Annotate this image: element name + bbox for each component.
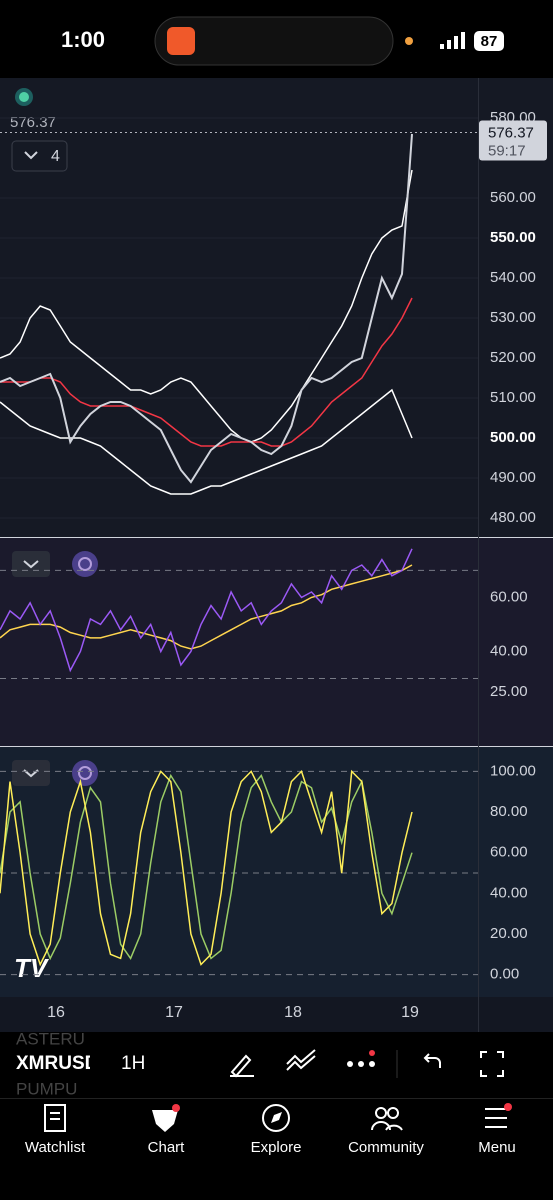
refresh-icon (78, 766, 92, 780)
chevron (23, 769, 39, 778)
series-line (0, 769, 413, 967)
indicator-tool[interactable] (286, 1049, 316, 1071)
y-tick-label: 550.00 (490, 229, 536, 246)
clock: 1:00 (61, 27, 105, 52)
chevron (24, 151, 38, 160)
nav-label[interactable]: Explore (251, 1139, 302, 1156)
price-panel (0, 78, 553, 537)
chevron (23, 560, 39, 569)
time-axis (0, 997, 553, 1032)
y-tick-label: 490.00 (490, 469, 536, 486)
indicator-count: 4 (51, 148, 60, 165)
x-tick-label: 18 (284, 1004, 302, 1021)
watchlist-icon (44, 1104, 66, 1132)
y-tick-label: 20.00 (490, 925, 528, 942)
more[interactable] (347, 1050, 375, 1067)
y-tick-label: 500.00 (490, 429, 536, 446)
y-tick-label: 40.00 (490, 884, 528, 901)
fullscreen[interactable] (480, 1051, 504, 1077)
y-tick-label: 560.00 (490, 189, 536, 206)
y-tick-label: 530.00 (490, 309, 536, 326)
explore-needle (271, 1112, 282, 1123)
community-icon (371, 1107, 403, 1131)
y-tick-label: 510.00 (490, 389, 536, 406)
y-tick-label: 540.00 (490, 269, 536, 286)
nav-label[interactable]: Watchlist (25, 1139, 86, 1156)
refresh-button[interactable] (72, 551, 98, 577)
battery (474, 31, 504, 51)
series-line (0, 133, 413, 484)
y-tick-label: 25.00 (490, 683, 528, 700)
series-line (0, 169, 413, 443)
menu-icon (485, 1108, 507, 1128)
nav-label[interactable]: Chart (148, 1139, 186, 1156)
badge (504, 1103, 512, 1111)
draw-tool[interactable] (230, 1054, 254, 1078)
series-line (0, 297, 413, 447)
ghost-symbol: ASTERU (16, 1029, 85, 1048)
refresh-button[interactable] (72, 760, 98, 786)
app-icon (167, 27, 195, 55)
status-dot (19, 92, 29, 102)
y-tick-label: 40.00 (490, 642, 528, 659)
ghost-symbol: PUMPU (16, 1079, 77, 1098)
price-tag (479, 120, 547, 161)
symbol[interactable]: XMRUSD (16, 1053, 98, 1074)
x-tick-label: 19 (401, 1004, 419, 1021)
y-tick-label: 60.00 (490, 588, 528, 605)
undo[interactable] (423, 1053, 441, 1068)
x-tick-label: 17 (165, 1004, 183, 1021)
y-tick-label: 80.00 (490, 803, 528, 820)
indicator-toggle[interactable] (11, 140, 68, 172)
dot (405, 37, 413, 45)
collapse-button[interactable] (12, 760, 50, 786)
y-tick-label: 480.00 (490, 509, 536, 526)
stoch-panel (0, 747, 553, 997)
nav-label[interactable]: Menu (478, 1139, 516, 1156)
y-tick-label: 520.00 (490, 349, 536, 366)
nav-label[interactable]: Community (348, 1139, 424, 1156)
x-tick-label: 16 (47, 1004, 65, 1021)
series-line (0, 773, 413, 961)
price-tag-value: 576.37 (488, 124, 534, 141)
y-tick-label: 60.00 (490, 844, 528, 861)
explore-icon (262, 1104, 290, 1132)
interval[interactable]: 1H (121, 1053, 145, 1074)
nav-labels: Watchlist Chart Explore Community Menu (25, 1139, 516, 1156)
series-line (0, 548, 413, 673)
chart-icon (152, 1110, 178, 1132)
collapse-button[interactable] (12, 551, 50, 577)
y-tick-label: 100.00 (490, 762, 536, 779)
badge (172, 1104, 180, 1112)
dynamic-island (154, 16, 394, 66)
countdown: 59:17 (488, 142, 526, 159)
fade (90, 1046, 110, 1082)
signal (440, 32, 465, 49)
y-tick-label: 0.00 (490, 966, 519, 983)
refresh-icon (78, 557, 92, 571)
last-price: 576.37 (10, 114, 56, 131)
battery-level: 87 (481, 33, 498, 50)
